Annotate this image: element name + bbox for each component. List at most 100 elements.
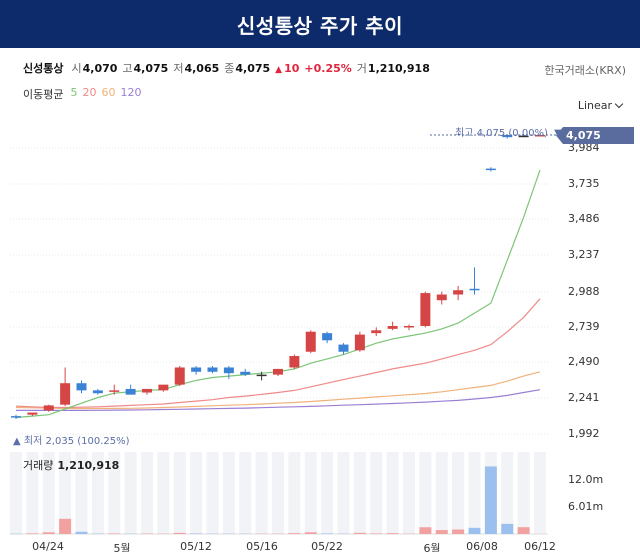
volume-column-bg <box>501 452 514 534</box>
ma120-line <box>16 389 541 411</box>
volume-column-bg <box>173 452 186 534</box>
moving-average-legend[interactable]: 이동평균 5 20 60 120 <box>23 86 141 102</box>
candle-body <box>158 384 169 391</box>
volume-column-bg <box>26 452 39 534</box>
candle-body <box>371 330 382 334</box>
volume-column-bg <box>124 452 137 534</box>
date-tick: 05/12 <box>180 540 212 552</box>
candle-body <box>453 290 464 295</box>
volume-bar <box>288 533 301 534</box>
volume-panel-title: 거래량 <box>23 459 54 472</box>
volume-column-bg <box>337 452 350 534</box>
low-label: 저 <box>173 62 184 75</box>
volume-bar <box>468 527 481 534</box>
candle-body <box>322 333 333 341</box>
volume-column-bg <box>222 452 235 534</box>
candle-body <box>535 135 545 137</box>
change-percent: +0.25% <box>304 62 352 75</box>
candle-body <box>43 405 54 411</box>
page-title: 신성통상 주가 추이 <box>236 13 404 38</box>
volume-column-bg <box>91 452 104 534</box>
volume-bar <box>484 466 497 534</box>
candle-body <box>223 367 234 374</box>
candle-body <box>502 135 513 138</box>
date-tick: 06/08 <box>466 540 498 552</box>
date-tick: 05/22 <box>311 540 343 552</box>
volume-bar <box>501 523 514 534</box>
volume-bar <box>26 533 39 534</box>
volume-bar <box>435 530 448 534</box>
date-tick: 6월 <box>423 542 441 552</box>
candle-body <box>240 371 251 375</box>
current-price-tag: 4,075 <box>556 127 634 144</box>
volume-column-bg <box>403 452 415 534</box>
date-tick: 05/16 <box>246 540 278 552</box>
moving-average-title: 이동평균 <box>23 88 64 101</box>
candle-body <box>174 367 185 385</box>
ma-5-label: 5 <box>70 86 78 99</box>
volume-panel-value: 1,210,918 <box>57 459 120 472</box>
candle-body <box>256 374 267 377</box>
volume-column-bg <box>141 452 153 534</box>
ma20-line <box>15 298 541 409</box>
volume-column-bg <box>370 452 383 534</box>
candle-body <box>338 344 349 352</box>
date-tick: 5월 <box>113 542 131 552</box>
high-value: 4,075 <box>133 62 169 75</box>
candle-body <box>436 294 447 301</box>
volume-label: 거 <box>356 62 367 75</box>
change-value: 10 <box>284 62 300 75</box>
down-arrow-icon: ▼ <box>554 128 562 139</box>
volume-column-bg <box>452 452 465 534</box>
volume-column-bg <box>468 452 481 534</box>
volume-bar <box>173 532 186 534</box>
candle-body <box>27 412 38 415</box>
volume-column-bg <box>419 452 432 534</box>
volume-column-bg <box>272 452 284 534</box>
volume-bar <box>419 527 432 534</box>
volume-column-bg <box>239 452 252 534</box>
close-value: 4,075 <box>235 62 271 75</box>
quote-summary: 신성통상 시 4,070 고 4,075 저 4,065 종 4,075 ▲ 1… <box>23 60 435 76</box>
date-tick: 06/12 <box>524 540 556 552</box>
high-label: 고 <box>122 62 133 75</box>
change-up-icon: ▲ <box>275 65 283 75</box>
candle-body <box>485 168 496 171</box>
volume-column-bg <box>255 452 268 534</box>
stock-name: 신성통상 <box>23 62 64 75</box>
volume-column-bg <box>517 452 530 534</box>
volume-column-bg <box>42 452 55 534</box>
volume-bar <box>108 533 121 534</box>
volume-bar <box>75 531 88 534</box>
candle-body <box>387 325 398 329</box>
volume-column-bg <box>353 452 366 534</box>
volume-bar <box>517 527 530 534</box>
date-tick: 04/24 <box>32 540 64 552</box>
volume-bar <box>304 532 317 534</box>
volume-column-bg <box>59 452 72 534</box>
volume-bar <box>42 532 55 534</box>
candle-body <box>420 293 431 326</box>
candle-body <box>142 388 152 393</box>
candle-body <box>305 331 316 352</box>
scale-label: Linear <box>577 99 612 112</box>
volume-column-bg <box>435 452 448 534</box>
candle-body <box>289 356 300 368</box>
ma-120-label: 120 <box>120 86 142 99</box>
scale-dropdown[interactable]: Linear <box>577 99 624 112</box>
ma-20-label: 20 <box>82 86 97 99</box>
volume-bar <box>321 533 334 534</box>
candle-body <box>11 416 21 418</box>
volume-bar <box>353 532 366 534</box>
volume-bar <box>386 533 399 534</box>
volume-bar <box>59 518 72 534</box>
volume-column-bg <box>288 452 301 534</box>
candle-body <box>109 390 120 392</box>
volume-column-bg <box>304 452 317 534</box>
open-value: 4,070 <box>82 62 118 75</box>
volume-column-bg <box>321 452 334 534</box>
ma60-line <box>15 371 541 410</box>
candle-body <box>469 288 480 291</box>
close-label: 종 <box>224 62 235 75</box>
